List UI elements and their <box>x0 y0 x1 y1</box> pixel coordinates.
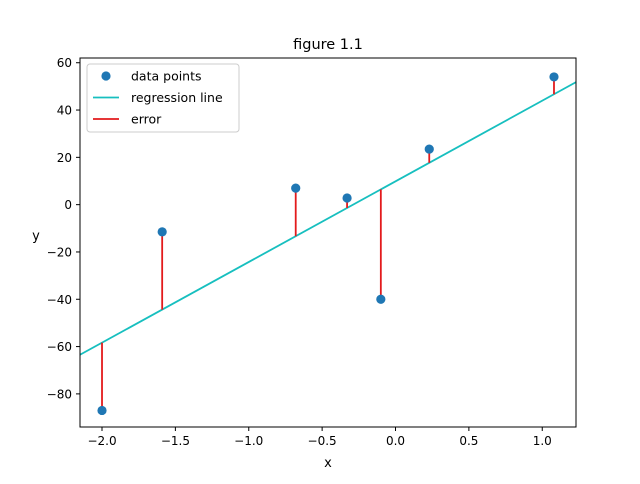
x-tick-label-6: 1.0 <box>533 434 552 448</box>
data-point-6 <box>549 72 559 82</box>
y-tick-label-2: −40 <box>47 293 72 307</box>
y-tick-label-7: 60 <box>57 56 72 70</box>
data-point-5 <box>424 144 434 154</box>
x-tick-label-2: −1.0 <box>234 434 263 448</box>
y-tick-label-1: −60 <box>47 340 72 354</box>
x-axis-label: x <box>324 456 332 471</box>
x-tick-label-4: 0.0 <box>386 434 405 448</box>
x-tick-label-5: 0.5 <box>459 434 478 448</box>
axes-frame <box>79 57 577 428</box>
plot-area <box>79 57 577 428</box>
y-tick-label-4: 0 <box>64 198 72 212</box>
legend-box <box>86 63 240 133</box>
legend: data points regression line error <box>86 63 240 133</box>
x-tick-label-3: −0.5 <box>308 434 337 448</box>
y-tick-label-6: 40 <box>57 104 72 118</box>
data-point-3 <box>342 193 352 203</box>
y-axis-ticks: −80 −60 −40 −20 0 20 40 60 <box>47 56 80 401</box>
x-tick-label-0: −2.0 <box>87 434 116 448</box>
x-axis-ticks: −2.0 −1.5 −1.0 −0.5 0.0 0.5 1.0 <box>87 427 552 448</box>
data-point-4 <box>376 294 386 304</box>
legend-label-1: regression line <box>131 90 223 105</box>
legend-marker-0 <box>101 71 111 81</box>
y-tick-label-0: −80 <box>47 387 72 401</box>
legend-label-0: data points <box>131 69 202 84</box>
data-point-2 <box>291 183 301 193</box>
data-point-1 <box>157 227 167 237</box>
legend-label-2: error <box>131 112 162 127</box>
x-tick-label-1: −1.5 <box>161 434 190 448</box>
y-axis-label: y <box>32 229 40 244</box>
data-point-0 <box>97 405 107 416</box>
y-tick-label-5: 20 <box>57 151 72 165</box>
chart-title: figure 1.1 <box>293 37 363 53</box>
y-tick-label-3: −20 <box>47 245 72 259</box>
